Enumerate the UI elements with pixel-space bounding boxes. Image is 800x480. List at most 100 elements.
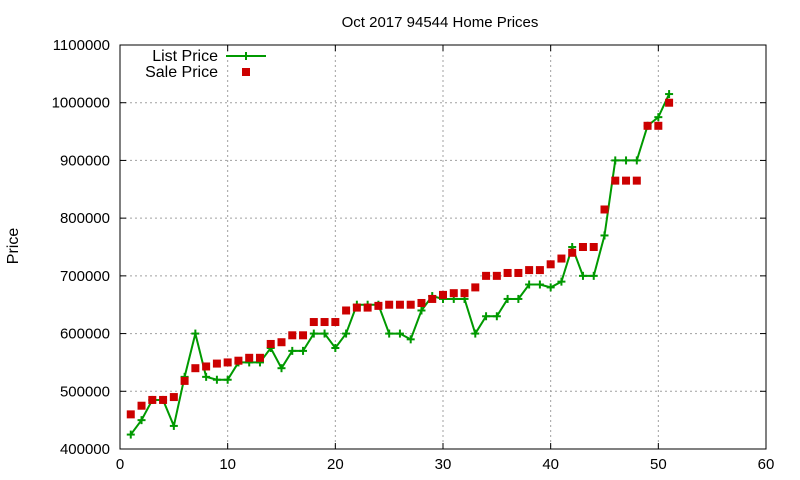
list-price-point — [514, 294, 523, 303]
y-tick-label: 1100000 — [53, 37, 110, 54]
legend-plus-swatch — [242, 52, 250, 60]
sale-price-point — [245, 353, 254, 362]
sale-price-point — [169, 393, 178, 402]
axis-ticks: 0 10 20 30 40 50 60 400000 500000 600000 700000 800… — [52, 37, 775, 473]
list-price-point — [589, 271, 598, 280]
sale-price-point — [148, 395, 157, 404]
sale-price-point — [395, 300, 404, 309]
sale-price-point — [439, 290, 447, 299]
series-list-price — [126, 90, 674, 439]
list-price-point — [299, 346, 308, 355]
x-tick-label: 0 — [116, 456, 124, 473]
list-price-point — [525, 280, 534, 289]
list-price-point — [331, 344, 340, 352]
list-price-point — [137, 416, 146, 425]
sale-price-point — [180, 376, 189, 385]
x-tick-label: 60 — [758, 456, 775, 473]
sale-price-point — [299, 331, 308, 340]
sale-price-point — [611, 176, 620, 185]
list-price-point — [202, 372, 211, 381]
sale-price-point — [643, 121, 652, 130]
series-sale-price — [126, 98, 674, 419]
list-price-point — [622, 156, 631, 165]
legend-label: Sale Price — [145, 64, 218, 81]
x-tick-label: 30 — [435, 456, 452, 473]
sale-price-point — [331, 318, 340, 327]
sale-price-point — [578, 243, 587, 251]
list-price-point — [611, 156, 620, 165]
y-tick-label: 900000 — [60, 152, 110, 169]
sale-price-point — [342, 306, 351, 315]
sale-price-point — [266, 339, 275, 348]
legend-label: List Price — [152, 48, 218, 65]
sale-price-point — [320, 318, 329, 327]
x-tick-label: 50 — [650, 456, 667, 473]
data-series — [126, 90, 674, 439]
x-tick-label: 40 — [542, 456, 559, 473]
x-tick-label: 10 — [219, 456, 236, 473]
list-price-point — [126, 430, 135, 439]
list-price-point — [546, 283, 555, 292]
list-price-point — [309, 329, 318, 338]
list-price-point — [342, 329, 351, 338]
sale-price-point — [202, 362, 211, 371]
sale-price-point — [449, 289, 458, 298]
list-price-point — [320, 329, 329, 338]
list-price-point — [632, 156, 641, 165]
sale-price-point — [406, 300, 415, 309]
list-price-point — [654, 113, 663, 122]
list-price-point — [385, 329, 394, 338]
list-price-point — [212, 375, 221, 384]
sale-price-point — [309, 318, 318, 327]
list-price-point — [471, 329, 480, 338]
plot-frame — [119, 44, 767, 450]
sale-price-point — [546, 260, 555, 269]
sale-price-point — [277, 338, 286, 347]
list-price-point — [482, 312, 491, 321]
list-price-point — [417, 306, 426, 315]
y-tick-label: 600000 — [60, 326, 110, 343]
sale-price-point — [503, 268, 512, 277]
sale-price-point — [535, 266, 544, 275]
sale-price-point — [352, 303, 361, 312]
list-price-point — [665, 90, 674, 99]
sale-price-point — [514, 268, 523, 277]
sale-price-point — [525, 266, 534, 275]
sale-price-point — [191, 364, 200, 373]
y-tick-label: 500000 — [60, 383, 110, 400]
chart-title: Oct 2017 94544 Home Prices — [342, 14, 539, 31]
sale-price-point — [632, 176, 641, 185]
sale-price-point — [482, 271, 491, 280]
list-price-point — [557, 277, 566, 286]
list-price-point — [277, 364, 286, 373]
list-price-point — [169, 421, 178, 430]
sale-price-point — [622, 176, 631, 185]
sale-price-point — [492, 271, 501, 280]
y-tick-label: 1000000 — [52, 95, 110, 112]
list-price-point — [223, 375, 232, 384]
list-price-point — [535, 280, 544, 289]
y-tick-label: 800000 — [60, 210, 110, 227]
sale-price-point — [568, 248, 577, 257]
x-tick-label: 20 — [327, 456, 344, 473]
list-price-point — [395, 329, 404, 338]
sale-price-point — [288, 331, 297, 340]
list-price-point — [406, 335, 415, 344]
sale-price-point — [654, 121, 663, 130]
sale-price-point — [137, 401, 146, 410]
sale-price-point — [223, 358, 232, 367]
sale-price-point — [159, 395, 168, 404]
sale-price-point — [234, 356, 243, 365]
list-price-point — [492, 312, 501, 321]
sale-price-point — [471, 283, 480, 292]
sale-price-point — [212, 359, 221, 368]
list-price-point — [288, 346, 297, 355]
y-tick-label: 400000 — [60, 441, 110, 458]
sale-price-point — [460, 289, 469, 298]
sale-price-point — [385, 300, 394, 309]
list-price-point — [578, 271, 587, 280]
list-price-point — [191, 329, 200, 338]
y-tick-label: 700000 — [60, 268, 110, 285]
